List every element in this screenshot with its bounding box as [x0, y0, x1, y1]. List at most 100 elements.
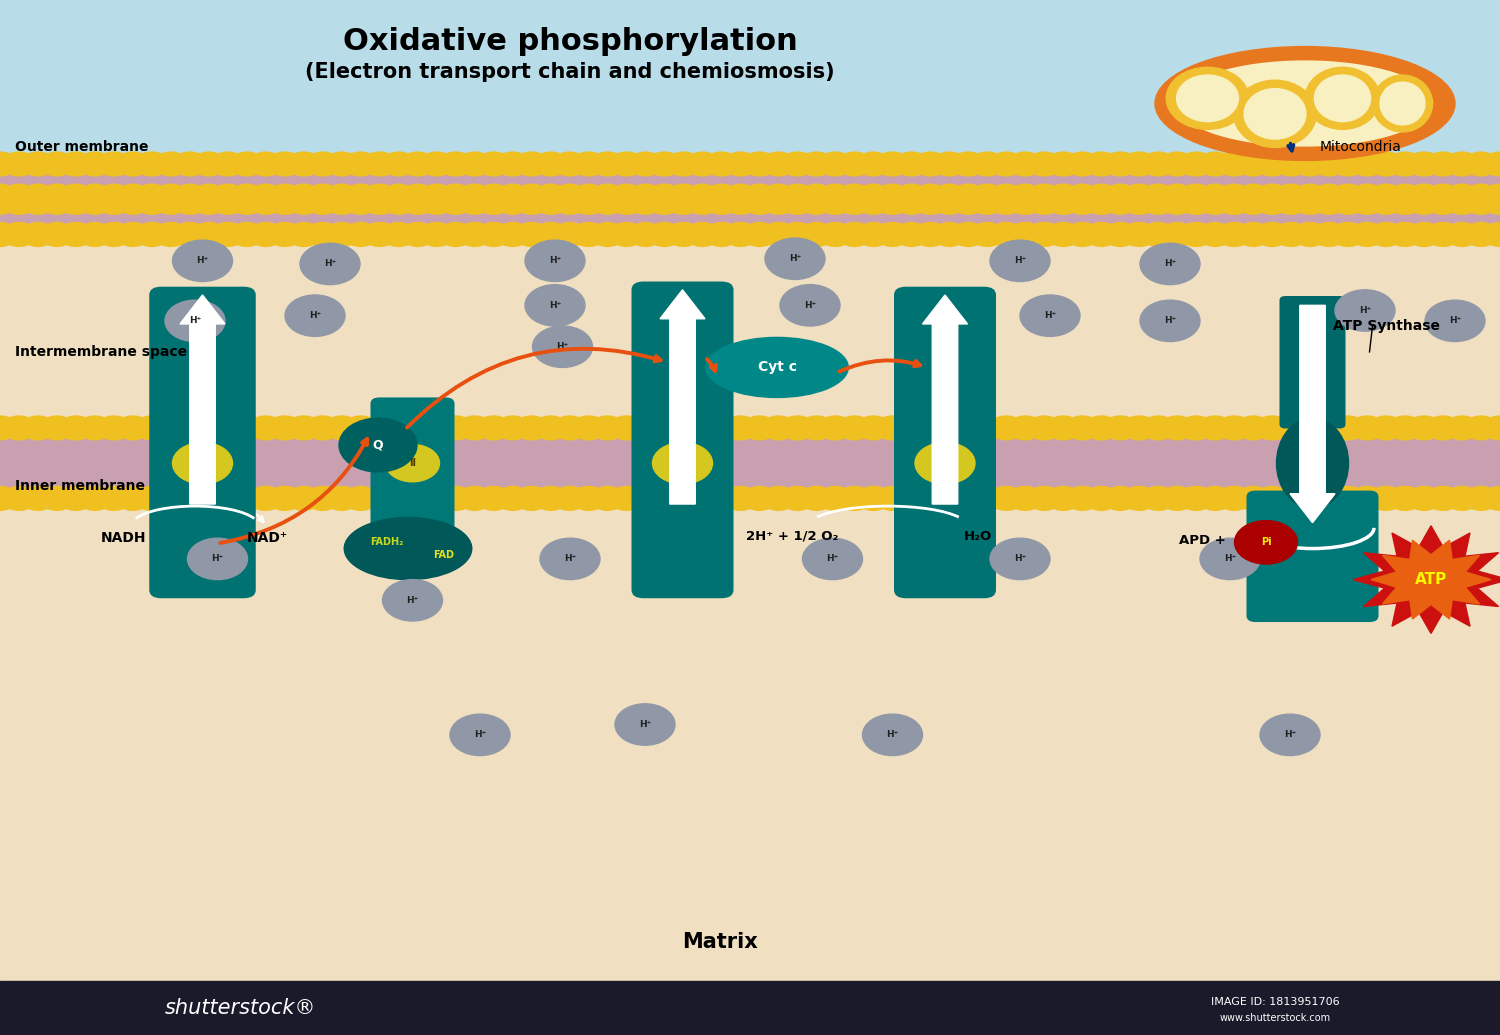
Circle shape [742, 486, 777, 510]
Circle shape [1008, 152, 1042, 176]
FancyBboxPatch shape [148, 287, 255, 598]
Text: H⁺: H⁺ [639, 720, 651, 729]
Circle shape [1425, 300, 1485, 342]
Bar [0, 202, 1500, 235]
Circle shape [1234, 521, 1298, 564]
Circle shape [1236, 486, 1270, 510]
Circle shape [914, 486, 948, 510]
Text: H⁺: H⁺ [556, 343, 568, 351]
Circle shape [514, 486, 549, 510]
Text: Outer membrane: Outer membrane [15, 140, 149, 154]
Circle shape [58, 184, 93, 208]
Circle shape [1065, 184, 1100, 208]
Circle shape [381, 486, 416, 510]
Circle shape [648, 152, 682, 176]
Circle shape [1008, 190, 1042, 214]
Circle shape [1046, 184, 1080, 208]
Circle shape [230, 223, 264, 246]
Circle shape [1028, 223, 1062, 246]
Circle shape [765, 238, 825, 279]
Text: H⁺: H⁺ [211, 555, 223, 563]
Circle shape [1388, 486, 1422, 510]
Circle shape [1198, 486, 1233, 510]
Circle shape [78, 486, 112, 510]
Circle shape [477, 486, 512, 510]
Circle shape [525, 285, 585, 326]
Circle shape [1236, 152, 1270, 176]
Circle shape [1216, 223, 1251, 246]
Bar [0, 238, 1500, 424]
Circle shape [609, 184, 644, 208]
Circle shape [540, 538, 600, 580]
Circle shape [458, 184, 492, 208]
Circle shape [1388, 190, 1422, 214]
Circle shape [1293, 486, 1328, 510]
Text: IMAGE ID: 1813951706: IMAGE ID: 1813951706 [1210, 997, 1340, 1007]
Circle shape [552, 190, 586, 214]
Circle shape [2, 184, 36, 208]
Circle shape [344, 190, 378, 214]
Circle shape [1482, 223, 1500, 246]
Circle shape [800, 152, 834, 176]
Bar [0, 164, 1500, 197]
Circle shape [1464, 486, 1498, 510]
Bar [0, 0, 1500, 160]
Circle shape [420, 184, 454, 208]
Circle shape [1312, 416, 1347, 440]
FancyBboxPatch shape [370, 397, 454, 565]
Circle shape [760, 416, 795, 440]
Circle shape [116, 486, 150, 510]
Circle shape [381, 152, 416, 176]
Circle shape [1330, 416, 1365, 440]
Text: H⁺: H⁺ [324, 260, 336, 268]
Text: H₂O: H₂O [964, 530, 992, 542]
Bar [0, 160, 1500, 238]
Circle shape [856, 416, 891, 440]
FancyArrow shape [660, 290, 705, 504]
Circle shape [495, 152, 530, 176]
Circle shape [951, 223, 986, 246]
Circle shape [760, 486, 795, 510]
Circle shape [438, 486, 472, 510]
FancyBboxPatch shape [1246, 491, 1378, 622]
Ellipse shape [1305, 67, 1380, 129]
Text: H⁺: H⁺ [886, 731, 898, 739]
Circle shape [1256, 416, 1290, 440]
Circle shape [628, 152, 663, 176]
Circle shape [534, 486, 568, 510]
Circle shape [1028, 190, 1062, 214]
Circle shape [458, 190, 492, 214]
Circle shape [1312, 486, 1347, 510]
Circle shape [1198, 190, 1233, 214]
Circle shape [914, 190, 948, 214]
Circle shape [1008, 184, 1042, 208]
Circle shape [780, 486, 814, 510]
Circle shape [572, 184, 606, 208]
Circle shape [210, 486, 244, 510]
Circle shape [116, 416, 150, 440]
Circle shape [381, 190, 416, 214]
Text: Mitocondria: Mitocondria [1320, 140, 1402, 154]
Circle shape [1256, 152, 1290, 176]
Circle shape [800, 223, 834, 246]
Circle shape [324, 190, 358, 214]
Circle shape [514, 223, 549, 246]
Circle shape [39, 184, 74, 208]
Circle shape [628, 223, 663, 246]
Circle shape [1274, 416, 1308, 440]
Circle shape [1179, 190, 1214, 214]
Circle shape [914, 184, 948, 208]
Circle shape [230, 416, 264, 440]
Circle shape [800, 486, 834, 510]
Circle shape [0, 486, 18, 510]
Circle shape [1444, 152, 1479, 176]
Circle shape [1256, 190, 1290, 214]
Ellipse shape [1380, 82, 1425, 125]
Ellipse shape [1176, 75, 1239, 121]
FancyArrow shape [1290, 305, 1335, 523]
Circle shape [1028, 152, 1062, 176]
Circle shape [1312, 190, 1347, 214]
Circle shape [609, 486, 644, 510]
Circle shape [116, 184, 150, 208]
Circle shape [1236, 190, 1270, 214]
